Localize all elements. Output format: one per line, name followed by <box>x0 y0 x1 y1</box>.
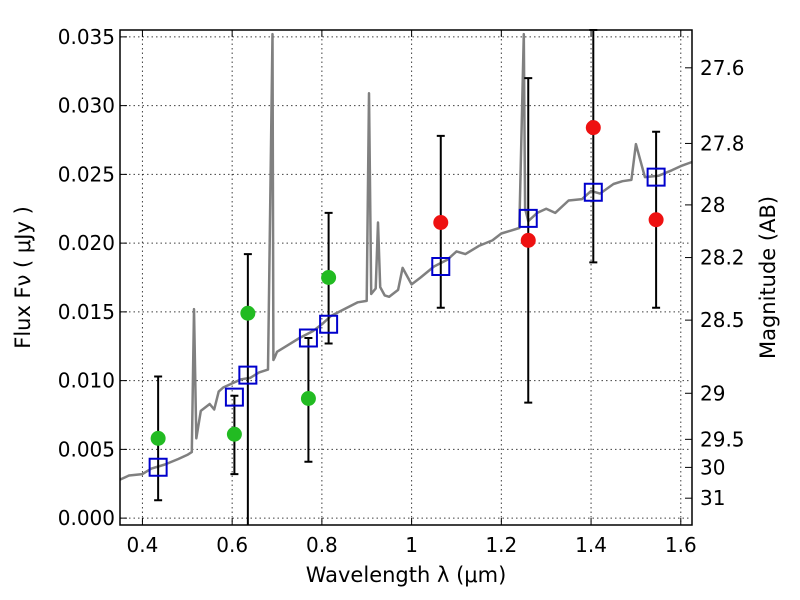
model-box-point <box>518 208 538 228</box>
model-box-point <box>431 257 451 276</box>
x-tick-label: 0.4 <box>127 533 159 557</box>
green-point <box>321 270 337 285</box>
right-tick-label: 31 <box>700 486 725 510</box>
red-point <box>585 120 601 136</box>
right-tick-label: 28.2 <box>700 246 745 270</box>
model-box-point <box>224 387 244 407</box>
right-tick-label: 28.5 <box>700 308 745 332</box>
grid-lines <box>120 30 692 525</box>
data-points <box>148 120 666 477</box>
y-tick-label: 0.010 <box>58 369 115 393</box>
x-axis-label: Wavelength λ (μm) <box>306 563 507 587</box>
model-spectrum <box>119 32 693 481</box>
model-box-point <box>646 167 666 187</box>
right-tick-label: 29.5 <box>700 427 745 451</box>
x-tick-label: 0.8 <box>306 533 338 557</box>
red-point <box>433 215 449 230</box>
green-point <box>226 426 242 442</box>
green-point <box>150 430 166 446</box>
model-box-point <box>238 365 258 385</box>
x-tick-label: 1.2 <box>485 533 517 557</box>
green-point <box>300 391 316 406</box>
x-tick-label: 1.4 <box>575 533 607 557</box>
y-tick-label: 0.015 <box>58 300 115 324</box>
model-spectrum-line <box>119 32 693 481</box>
plot-frame <box>119 29 693 526</box>
y-axis-label: Flux Fν ( μJy ) <box>11 206 35 349</box>
y-tick-label: 0.000 <box>58 506 115 530</box>
x-tick-label: 1 <box>405 533 418 557</box>
x-tick-label: 1.6 <box>665 533 697 557</box>
right-tick-label: 27.8 <box>700 131 745 155</box>
red-point <box>520 232 536 248</box>
y-tick-label: 0.020 <box>58 231 115 255</box>
model-box-point <box>148 457 168 477</box>
x-tick-label: 0.6 <box>216 533 248 557</box>
y-tick-label: 0.025 <box>58 162 115 186</box>
axis-ticks: 0.4 0.6 0.8 1 1.2 1.4 1.6 0.000 0.005 0.010 0.015 0… <box>58 25 745 557</box>
right-tick-label: 30 <box>700 455 725 479</box>
model-box-point <box>583 182 603 202</box>
right-tick-label: 29 <box>700 381 725 405</box>
red-point <box>648 212 664 228</box>
y-tick-label: 0.035 <box>58 25 115 49</box>
model-box-point <box>319 314 339 334</box>
right-tick-label: 27.6 <box>700 56 745 80</box>
right-tick-label: 28 <box>700 193 725 217</box>
green-point <box>240 305 256 321</box>
right-axis-label: Magnitude (AB) <box>756 196 780 359</box>
y-tick-label: 0.030 <box>58 94 115 118</box>
model-box-point <box>298 328 318 348</box>
y-tick-label: 0.005 <box>58 437 115 461</box>
